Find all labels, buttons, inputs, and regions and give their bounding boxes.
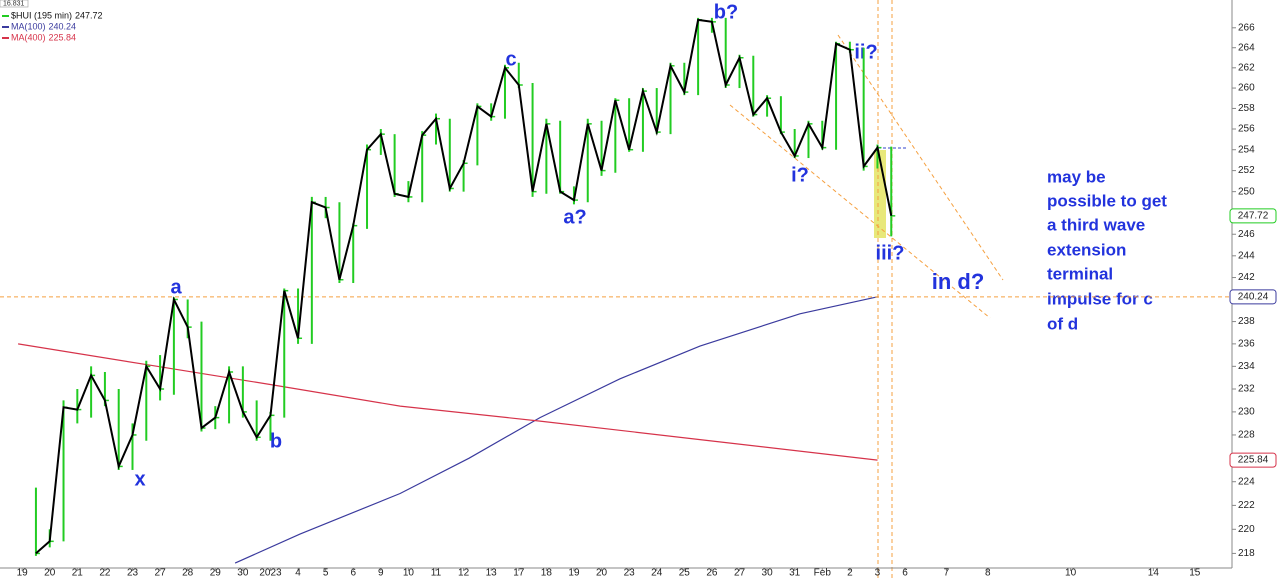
trend-line [729, 104, 991, 319]
x-tick-label: 6 [902, 568, 908, 579]
y-tick-label: 232 [1238, 384, 1255, 395]
x-tick-label: 25 [679, 568, 691, 579]
x-tick-label: 7 [944, 568, 950, 579]
y-tick-label: 262 [1238, 62, 1255, 73]
corner-box [0, 0, 29, 8]
x-tick-label: 13 [486, 568, 498, 579]
price-line [35, 18, 893, 555]
x-tick-label: 4 [295, 568, 301, 579]
x-tick-label: 30 [237, 568, 249, 579]
wave-label: ii? [854, 41, 877, 63]
x-tick-label: 31 [789, 568, 801, 579]
x-tick-label: 18 [541, 568, 553, 579]
legend-name: MA(100) [11, 21, 46, 31]
wave-label: c [505, 48, 516, 70]
x-tick-label: 19 [17, 568, 29, 579]
y-tick-label: 228 [1238, 430, 1255, 441]
x-tick-label: Feb [814, 568, 832, 579]
note-line: may be [1047, 167, 1106, 186]
x-tick-label: 10 [403, 568, 415, 579]
y-tick-label: 234 [1238, 361, 1255, 372]
y-tick-label: 266 [1238, 22, 1255, 33]
x-tick-label: 19 [568, 568, 580, 579]
y-tick-label: 260 [1238, 83, 1255, 94]
wave-label: in d? [932, 269, 985, 294]
x-tick-label: 11 [431, 568, 442, 579]
last-value-box [1229, 452, 1277, 468]
x-tick-label: 26 [706, 568, 718, 579]
y-tick-label: 242 [1238, 272, 1255, 283]
legend-value: 225.84 [49, 32, 77, 42]
x-tick-label: 3 [875, 568, 881, 579]
y-tick-label: 236 [1238, 339, 1255, 350]
wave-label: b? [714, 1, 738, 23]
y-tick-label: 244 [1238, 250, 1255, 261]
trend-line [837, 34, 1004, 281]
y-tick-label: 256 [1238, 124, 1255, 135]
wave-label: a? [563, 206, 586, 228]
x-tick-label: 23 [624, 568, 636, 579]
x-tick-label: 10 [1065, 568, 1077, 579]
x-tick-label: 20 [44, 568, 56, 579]
legend-value: 240.24 [49, 21, 77, 31]
x-tick-label: 8 [985, 568, 991, 579]
x-tick-label: 29 [210, 568, 222, 579]
y-tick-label: 224 [1238, 476, 1255, 487]
y-tick-label: 250 [1238, 186, 1255, 197]
note-line: extension [1047, 240, 1126, 259]
wave-label: iii? [876, 242, 905, 264]
x-tick-label: 2 [847, 568, 853, 579]
y-tick-label: 218 [1238, 548, 1255, 559]
moving-average [18, 343, 878, 461]
x-tick-label: 2023 [259, 568, 282, 579]
note-line: terminal [1047, 264, 1113, 283]
x-tick-label: 14 [1148, 568, 1160, 579]
x-tick-label: 23 [127, 568, 139, 579]
x-tick-label: 22 [99, 568, 111, 579]
x-tick-label: 5 [323, 568, 329, 579]
y-tick-label: 220 [1238, 524, 1255, 535]
wave-label: x [134, 468, 145, 490]
wave-label: i? [791, 164, 809, 186]
y-tick-label: 246 [1238, 229, 1255, 240]
legend-name: $HUI (195 min) [11, 10, 72, 20]
y-tick-label: 238 [1238, 316, 1255, 327]
note-line: of d [1047, 314, 1078, 333]
x-tick-label: 28 [182, 568, 194, 579]
wave-label: b [270, 430, 282, 452]
y-tick-label: 252 [1238, 165, 1255, 176]
last-value-label: 247.72 [1238, 210, 1269, 221]
x-tick-label: 30 [762, 568, 774, 579]
note-line: possible to get [1047, 191, 1167, 210]
x-tick-label: 15 [1189, 568, 1201, 579]
x-tick-label: 6 [350, 568, 356, 579]
note-line: a third wave [1047, 215, 1145, 234]
y-tick-label: 264 [1238, 42, 1255, 53]
last-value-label: 240.24 [1238, 291, 1269, 302]
last-value-box [1229, 208, 1277, 224]
legend-name: MA(400) [11, 32, 46, 42]
note-line: impulse for c [1047, 289, 1153, 308]
last-value-box [1229, 289, 1277, 305]
x-tick-label: 27 [734, 568, 746, 579]
x-tick-label: 12 [458, 568, 470, 579]
x-tick-label: 20 [596, 568, 608, 579]
last-value-label: 225.84 [1238, 455, 1269, 466]
y-tick-label: 258 [1238, 103, 1255, 114]
wave-label: a [170, 276, 182, 298]
x-tick-label: 27 [155, 568, 167, 579]
y-tick-label: 222 [1238, 500, 1255, 511]
moving-average [234, 296, 878, 564]
y-tick-label: 230 [1238, 407, 1255, 418]
x-tick-label: 24 [651, 568, 663, 579]
corner-label: 16.831 [3, 0, 25, 7]
x-tick-label: 21 [72, 568, 84, 579]
y-tick-label: 254 [1238, 144, 1255, 155]
legend-value: 247.72 [75, 10, 103, 20]
x-tick-label: 17 [513, 568, 525, 579]
x-tick-label: 9 [378, 568, 384, 579]
